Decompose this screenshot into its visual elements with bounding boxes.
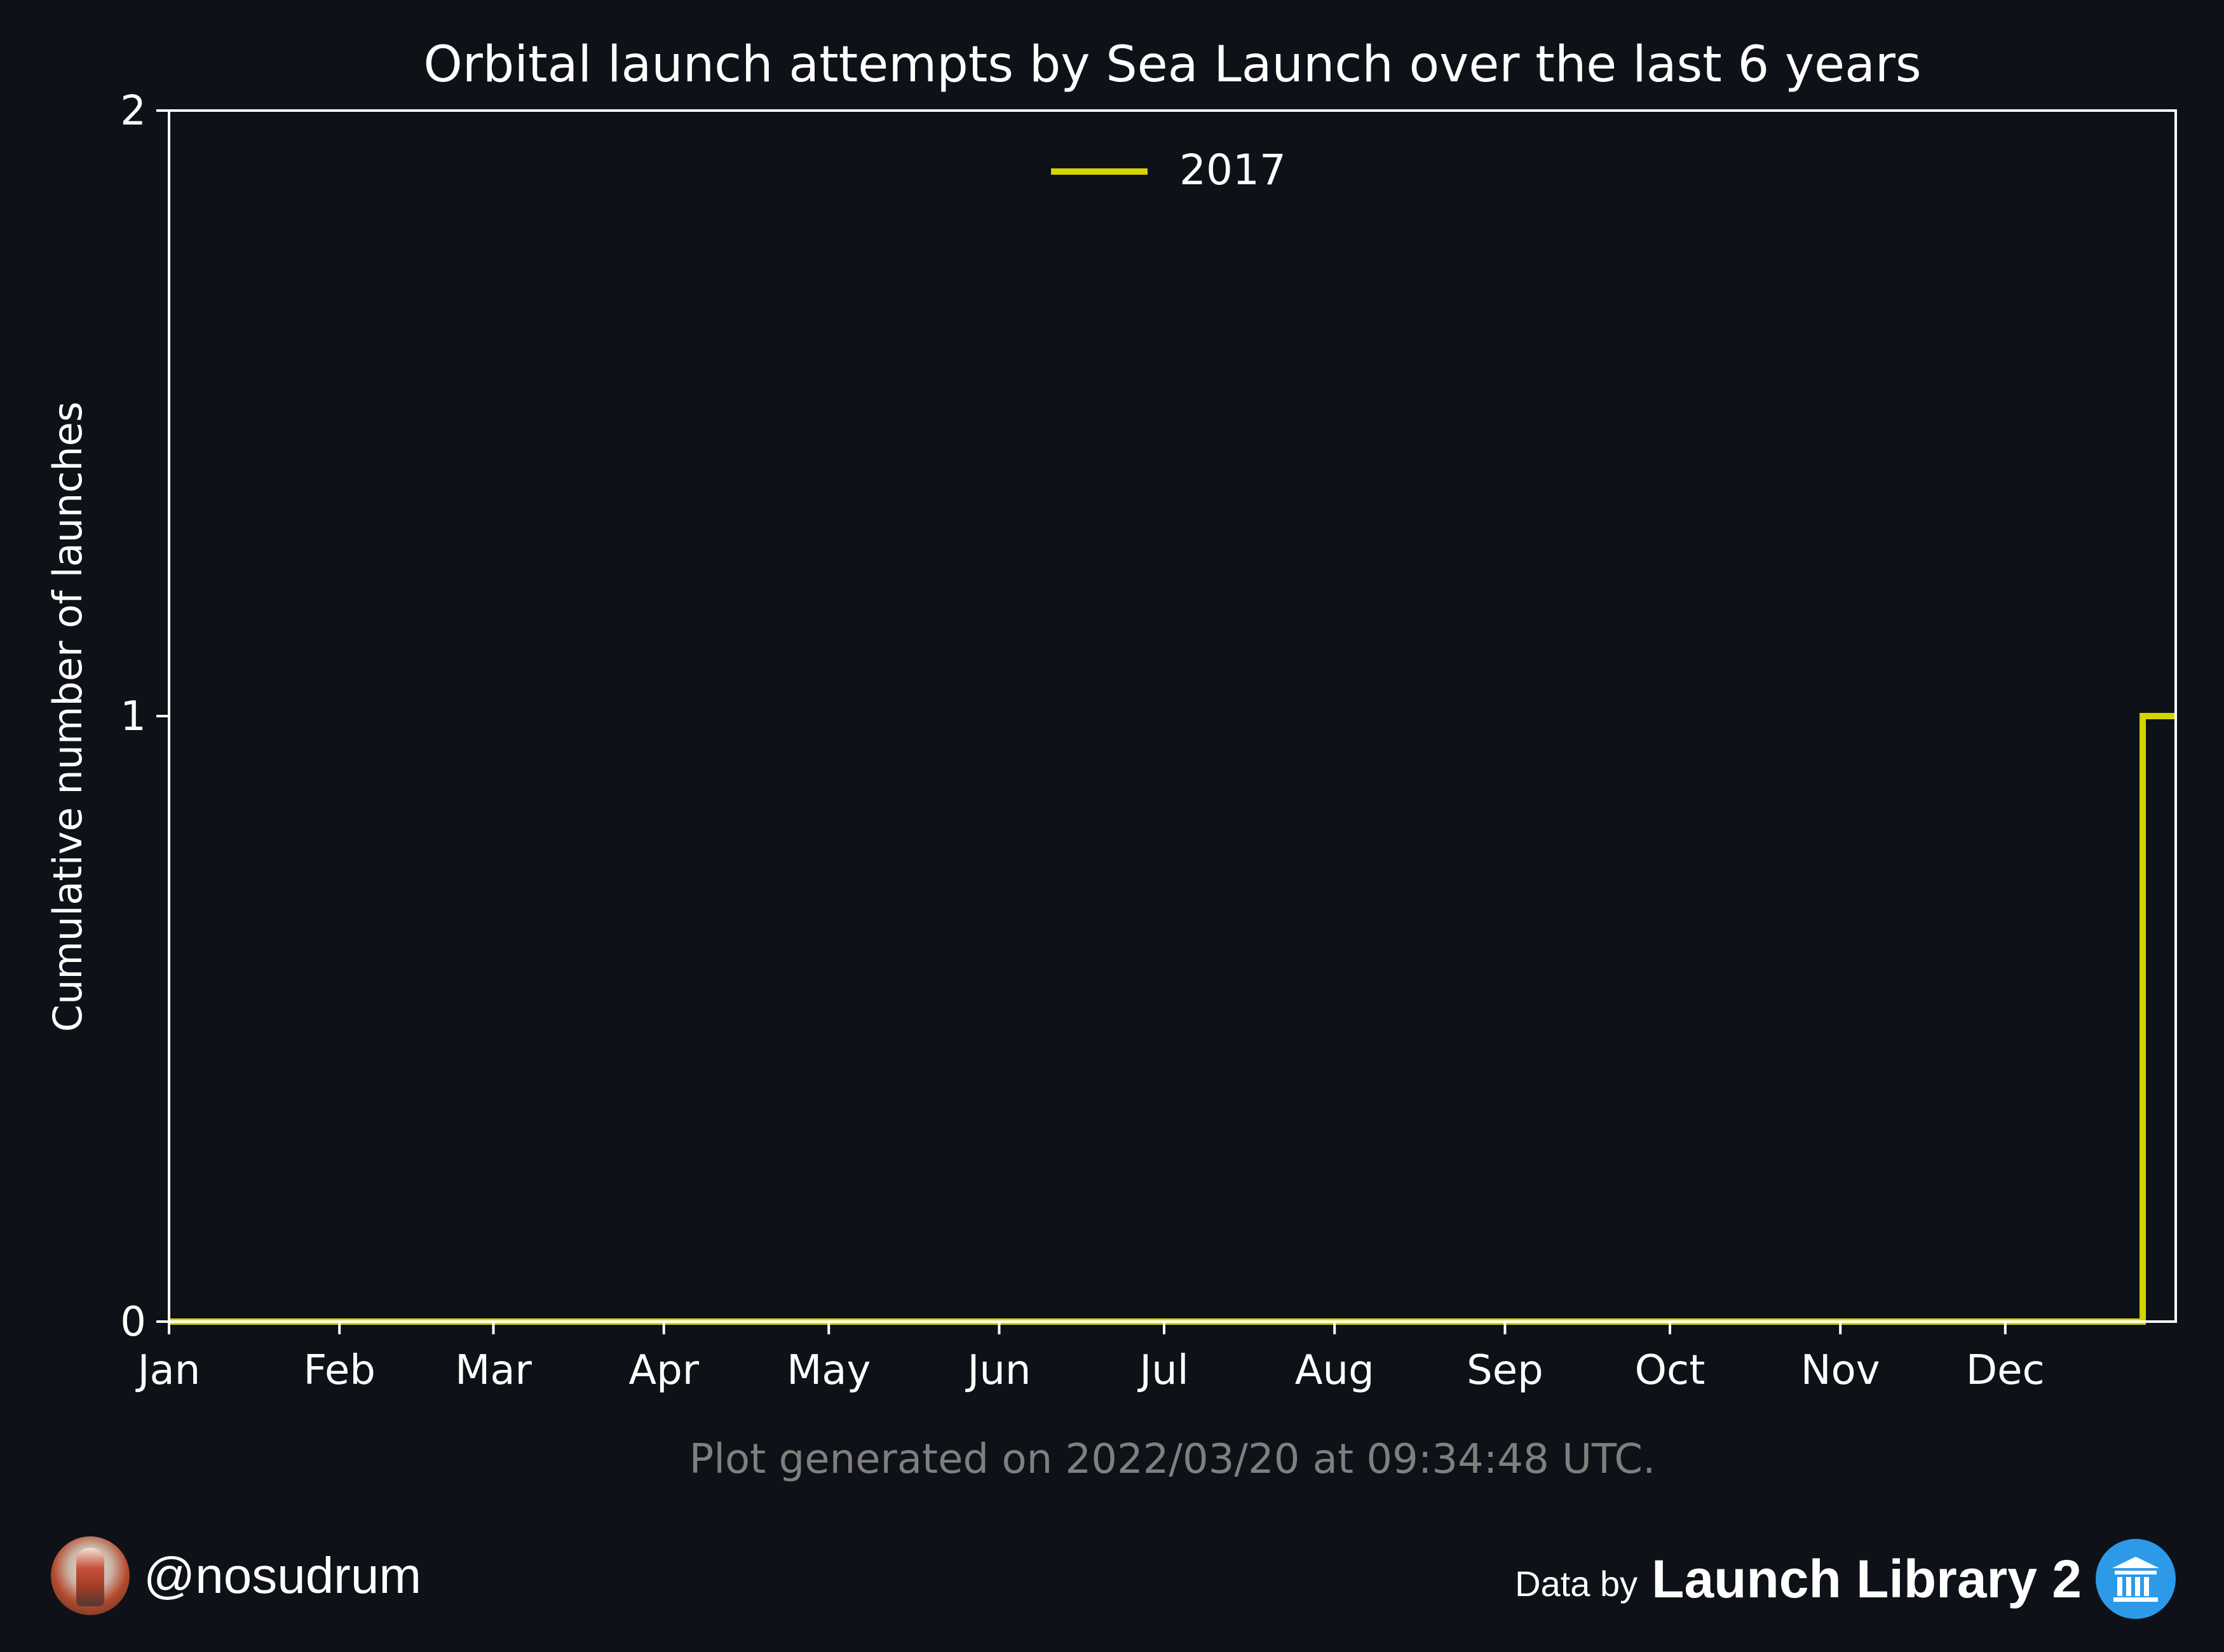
plot-caption: Plot generated on 2022/03/20 at 09:34:48… bbox=[689, 1436, 1656, 1483]
y-tick-label: 2 bbox=[120, 88, 146, 135]
legend: 2017 bbox=[1051, 146, 1286, 194]
x-tick-label: Mar bbox=[455, 1347, 532, 1394]
launch-library-logo-icon bbox=[2096, 1539, 2176, 1619]
x-tick-label: Jan bbox=[135, 1347, 201, 1394]
x-tick-label: Feb bbox=[304, 1347, 376, 1394]
astronaut-avatar-icon bbox=[51, 1536, 130, 1615]
source-name: Launch Library 2 bbox=[1651, 1548, 2082, 1609]
x-tick-label: Dec bbox=[1966, 1347, 2045, 1394]
y-tick-label: 1 bbox=[120, 693, 146, 740]
x-tick-label: Nov bbox=[1801, 1347, 1880, 1394]
x-axis: Jan Feb Mar Apr May Jun Jul Aug Sep Oct Nov Dec bbox=[135, 1322, 2045, 1394]
x-tick-label: Apr bbox=[628, 1347, 699, 1394]
y-tick-label: 0 bbox=[120, 1299, 146, 1346]
legend-label-2017: 2017 bbox=[1179, 146, 1286, 194]
plot-frame bbox=[168, 109, 2177, 1323]
chart-title: Orbital launch attempts by Sea Launch ov… bbox=[423, 36, 1921, 93]
y-axis-label: Cumulative number of launches bbox=[44, 402, 91, 1032]
x-tick-label: Aug bbox=[1295, 1347, 1374, 1394]
x-tick-label: Sep bbox=[1467, 1347, 1543, 1394]
author-handle: @nosudrum bbox=[144, 1547, 421, 1604]
x-tick-label: Oct bbox=[1635, 1347, 1705, 1394]
author-credit: @nosudrum bbox=[51, 1536, 421, 1615]
series-layer bbox=[169, 713, 2176, 1325]
y-axis: 0 1 2 bbox=[120, 88, 169, 1346]
series-line-2017 bbox=[169, 713, 2176, 1325]
x-tick-label: Jul bbox=[1137, 1347, 1188, 1394]
data-source-credit: Data by Launch Library 2 bbox=[1515, 1538, 2176, 1620]
x-tick-label: Jun bbox=[965, 1347, 1031, 1394]
data-by-label: Data by bbox=[1515, 1563, 1638, 1604]
x-tick-label: May bbox=[787, 1347, 871, 1394]
